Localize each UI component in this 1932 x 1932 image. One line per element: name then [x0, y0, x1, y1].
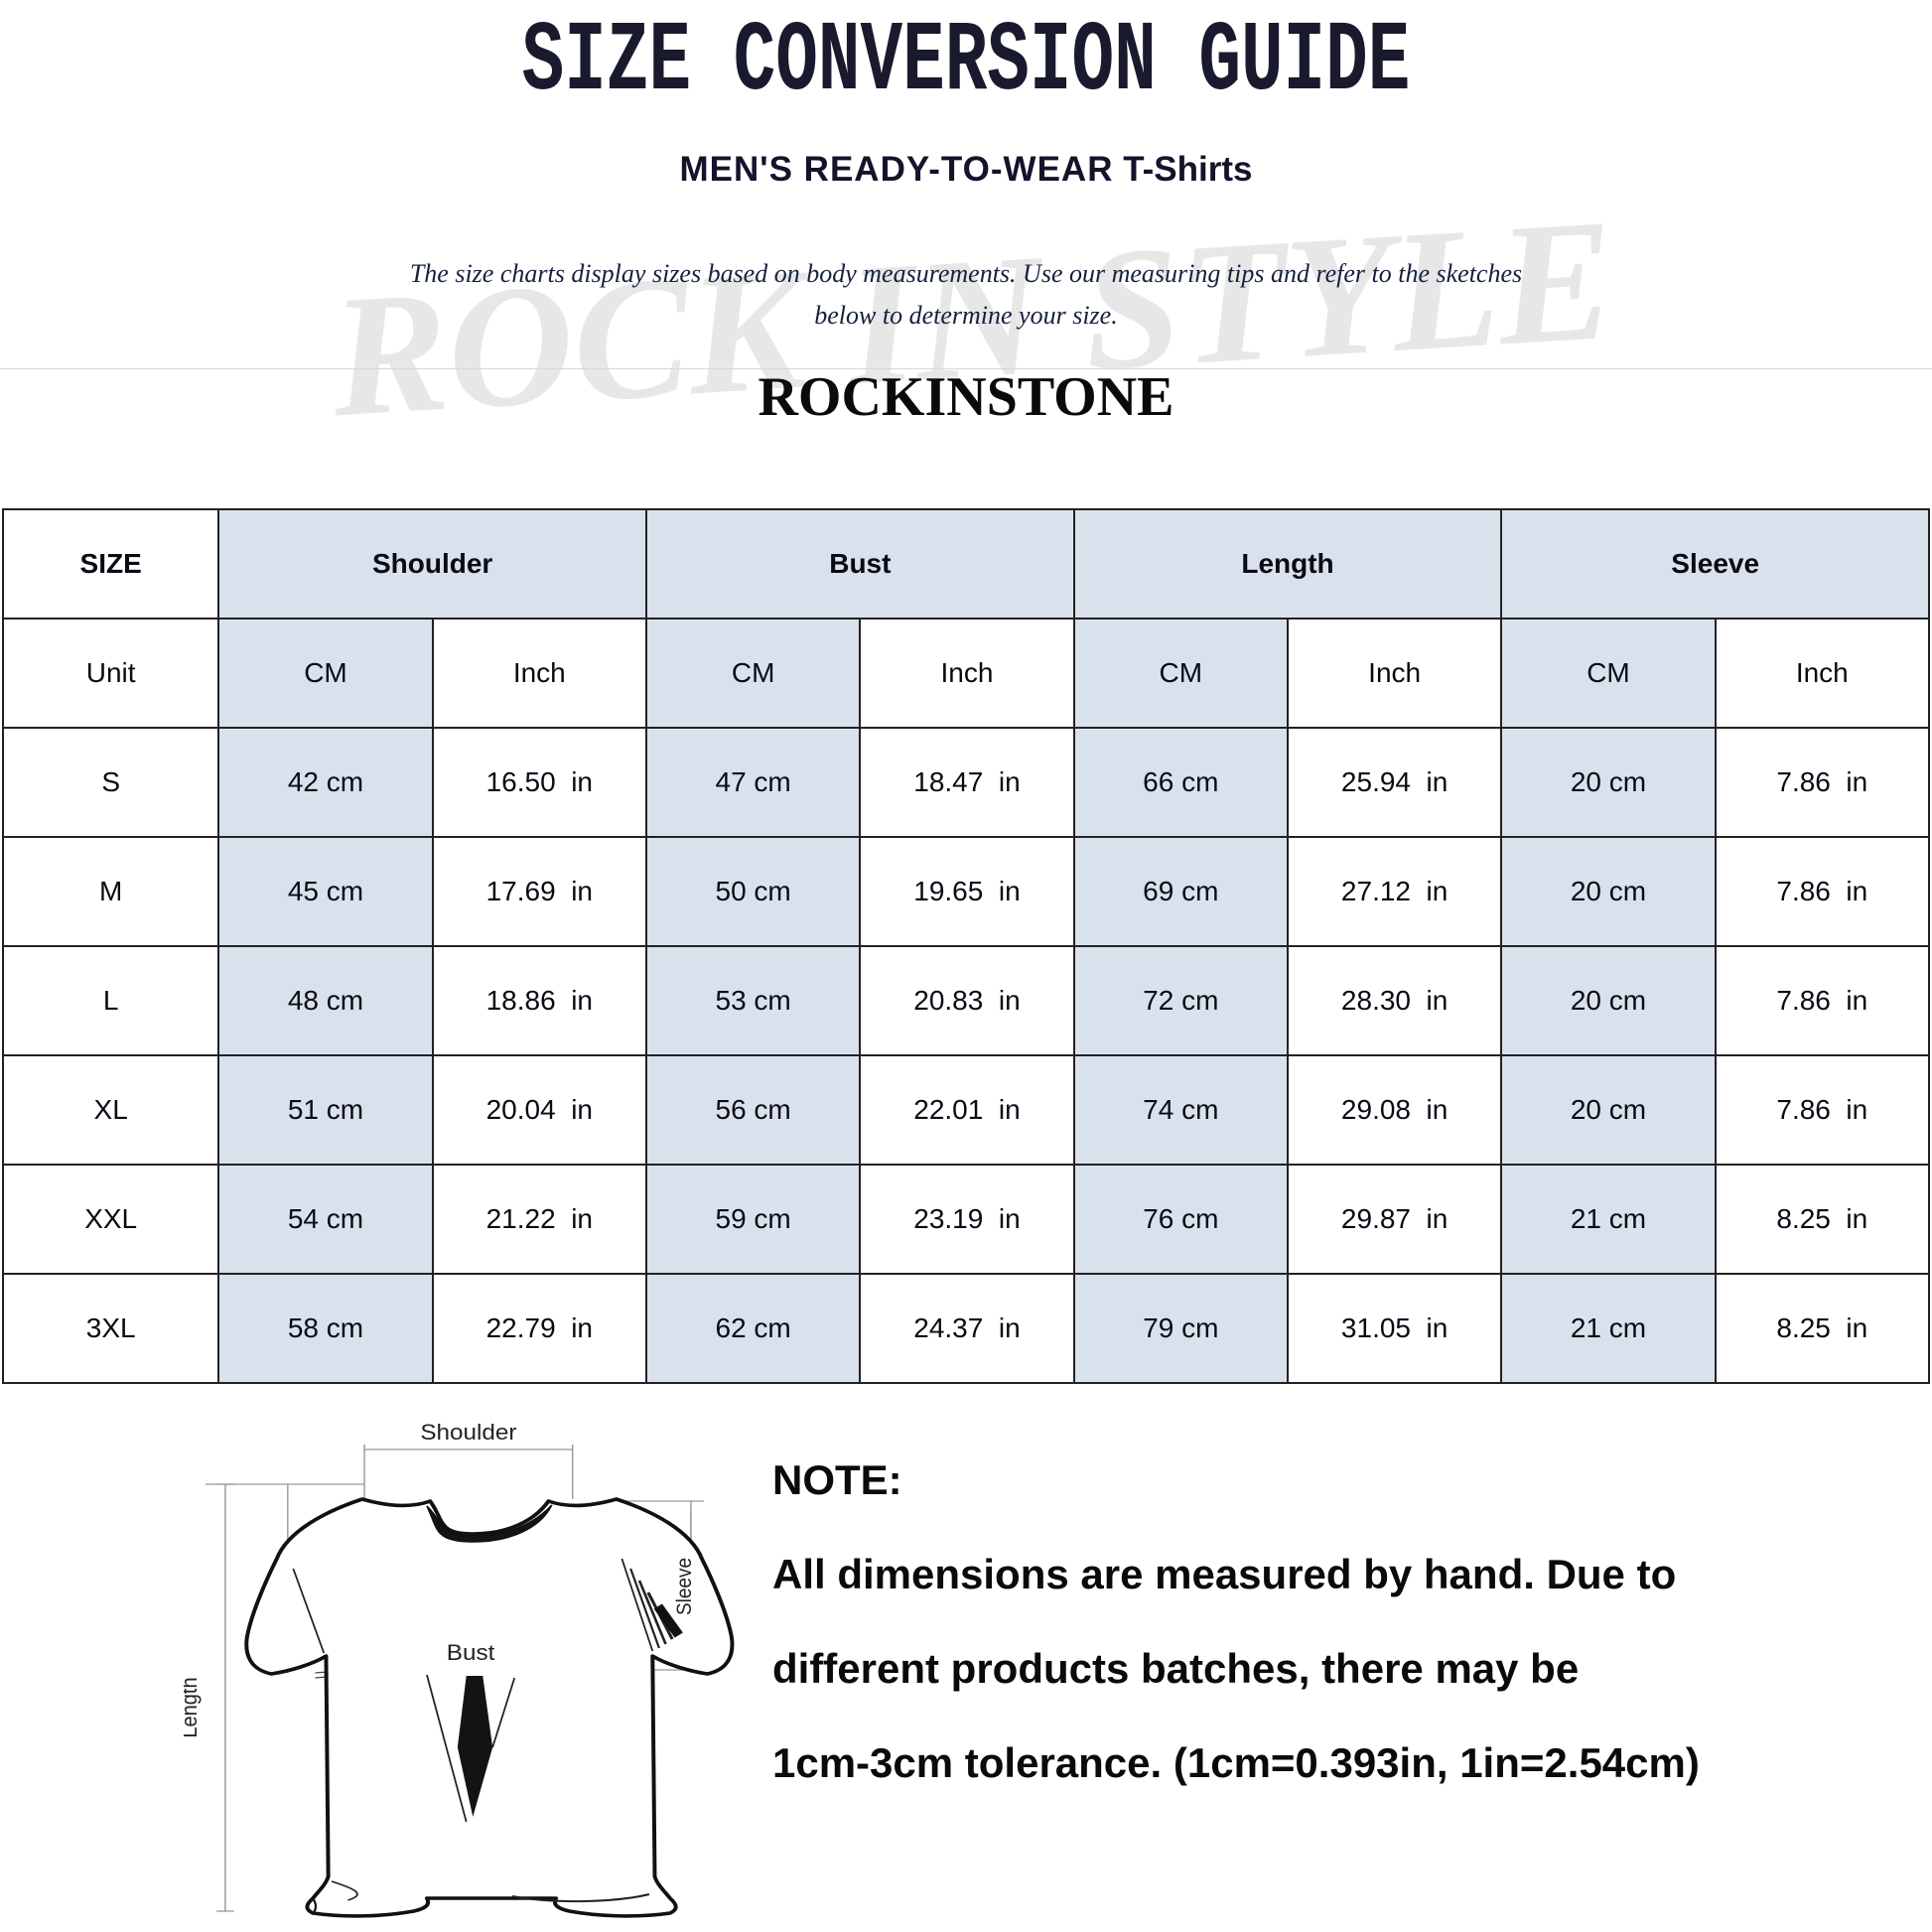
svg-text:Shoulder: Shoulder — [420, 1420, 516, 1445]
svg-text:Bust: Bust — [447, 1640, 495, 1665]
svg-text:Sleeve: Sleeve — [673, 1558, 696, 1615]
svg-text:Length: Length — [184, 1677, 202, 1737]
